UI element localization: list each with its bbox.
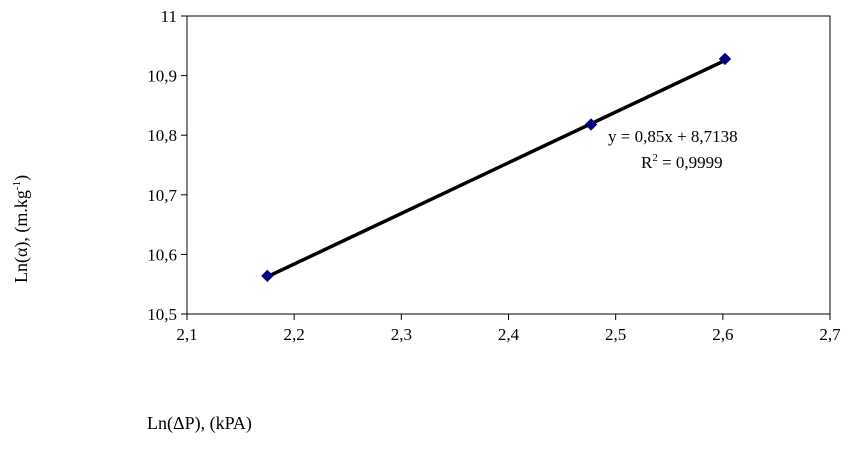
trendline-group: [265, 58, 727, 279]
x-tick-label: 2,4: [498, 325, 520, 344]
data-point: [261, 269, 274, 283]
x-tick-label: 2,1: [176, 325, 197, 344]
y-tick-label: 10,6: [147, 245, 177, 264]
x-tick-label: 2,7: [819, 325, 841, 344]
y-tick-label: 10,7: [147, 186, 177, 205]
y-tick-label: 11: [161, 7, 177, 26]
trendline: [265, 58, 727, 279]
data-point: [718, 52, 732, 66]
y-tick-label: 10,5: [147, 305, 177, 324]
r-squared-label: R2 = 0,9999: [641, 152, 723, 172]
y-tick-label: 10,8: [147, 126, 177, 145]
x-tick-label: 2,5: [605, 325, 626, 344]
x-tick-label: 2,2: [284, 325, 305, 344]
x-tick-label: 2,6: [712, 325, 733, 344]
y-tick-label: 10,9: [147, 67, 177, 86]
x-tick-label: 2,3: [391, 325, 412, 344]
trendline-equation: y = 0,85x + 8,7138: [608, 127, 738, 146]
data-point: [584, 118, 598, 131]
y-axis-title: Ln(α), (m.kg-1): [11, 175, 32, 283]
x-axis-title: Ln(ΔP), (kPA): [147, 413, 252, 434]
data-points: [261, 52, 732, 283]
y-axis-ticks: 10,5 10,6 10,7 10,8 10,9 11: [147, 7, 187, 324]
x-axis-ticks: 2,1 2,2 2,3 2,4 2,5 2,6 2,7: [176, 314, 841, 344]
